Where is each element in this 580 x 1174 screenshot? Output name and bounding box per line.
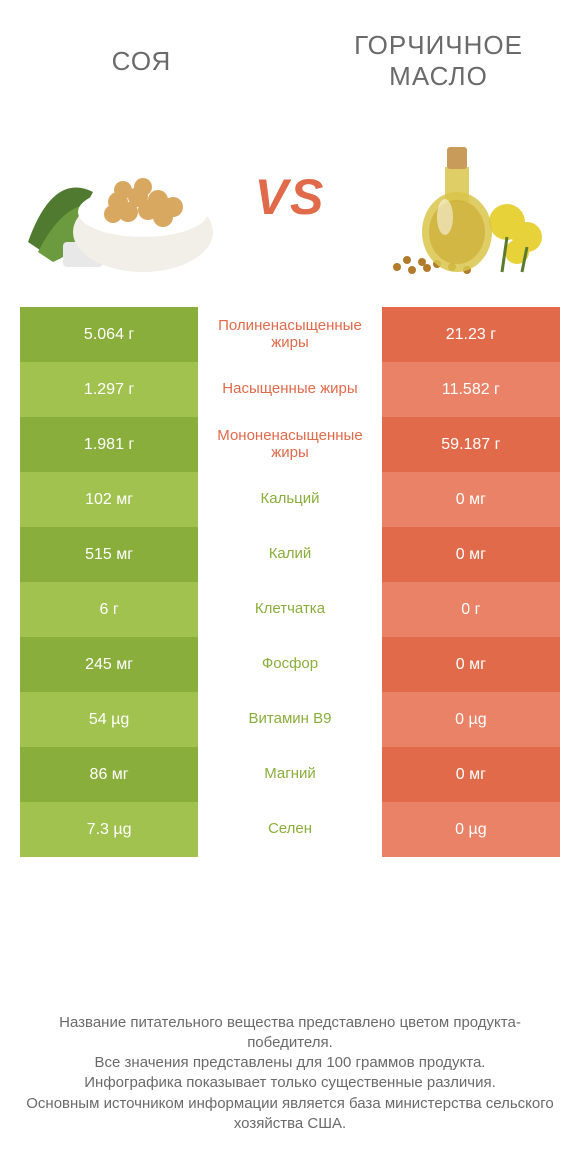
left-value: 1.981 г: [20, 417, 198, 472]
table-row: 5.064 гПолиненасыщенные жиры21.23 г: [20, 307, 560, 362]
left-product-title: СОЯ: [20, 46, 263, 77]
right-value: 0 µg: [382, 692, 560, 747]
nutrient-label: Насыщенные жиры: [198, 362, 382, 417]
header: СОЯ ГОРЧИЧНОЕ МАСЛО: [20, 30, 560, 92]
right-value: 0 мг: [382, 527, 560, 582]
right-value: 21.23 г: [382, 307, 560, 362]
table-row: 515 мгКалий0 мг: [20, 527, 560, 582]
left-value: 7.3 µg: [20, 802, 198, 857]
right-value: 59.187 г: [382, 417, 560, 472]
nutrient-label: Фосфор: [198, 637, 382, 692]
left-value: 245 мг: [20, 637, 198, 692]
vs-label: VS: [225, 168, 355, 226]
table-row: 54 µgВитамин B90 µg: [20, 692, 560, 747]
comparison-table: 5.064 гПолиненасыщенные жиры21.23 г1.297…: [20, 307, 560, 857]
nutrient-label: Калий: [198, 527, 382, 582]
right-value: 0 мг: [382, 637, 560, 692]
nutrient-label: Магний: [198, 747, 382, 802]
left-product-image: [20, 112, 225, 282]
nutrient-label: Полиненасыщенные жиры: [198, 307, 382, 362]
left-value: 515 мг: [20, 527, 198, 582]
table-row: 6 гКлетчатка0 г: [20, 582, 560, 637]
right-value: 11.582 г: [382, 362, 560, 417]
nutrient-label: Клетчатка: [198, 582, 382, 637]
nutrient-label: Кальций: [198, 472, 382, 527]
right-value: 0 г: [382, 582, 560, 637]
left-value: 86 мг: [20, 747, 198, 802]
vs-row: VS: [20, 112, 560, 282]
table-row: 245 мгФосфор0 мг: [20, 637, 560, 692]
nutrient-label: Витамин B9: [198, 692, 382, 747]
right-product-title: ГОРЧИЧНОЕ МАСЛО: [317, 30, 560, 92]
footer-line: Инфографика показывает только существенн…: [20, 1073, 560, 1093]
table-row: 7.3 µgСелен0 µg: [20, 802, 560, 857]
left-value: 6 г: [20, 582, 198, 637]
left-value: 102 мг: [20, 472, 198, 527]
footer-line: Все значения представлены для 100 граммо…: [20, 1053, 560, 1073]
right-value: 0 мг: [382, 747, 560, 802]
right-value: 0 мг: [382, 472, 560, 527]
nutrient-label: Селен: [198, 802, 382, 857]
table-row: 1.981 гМононенасыщенные жиры59.187 г: [20, 417, 560, 472]
table-row: 86 мгМагний0 мг: [20, 747, 560, 802]
left-value: 5.064 г: [20, 307, 198, 362]
table-row: 102 мгКальций0 мг: [20, 472, 560, 527]
nutrient-label: Мононенасыщенные жиры: [198, 417, 382, 472]
table-row: 1.297 гНасыщенные жиры11.582 г: [20, 362, 560, 417]
right-value: 0 µg: [382, 802, 560, 857]
footer-line: Основным источником информации является …: [20, 1094, 560, 1135]
footer-notes: Название питательного вещества представл…: [20, 1013, 560, 1135]
footer-line: Название питательного вещества представл…: [20, 1013, 560, 1054]
right-product-image: [355, 112, 560, 282]
left-value: 1.297 г: [20, 362, 198, 417]
left-value: 54 µg: [20, 692, 198, 747]
